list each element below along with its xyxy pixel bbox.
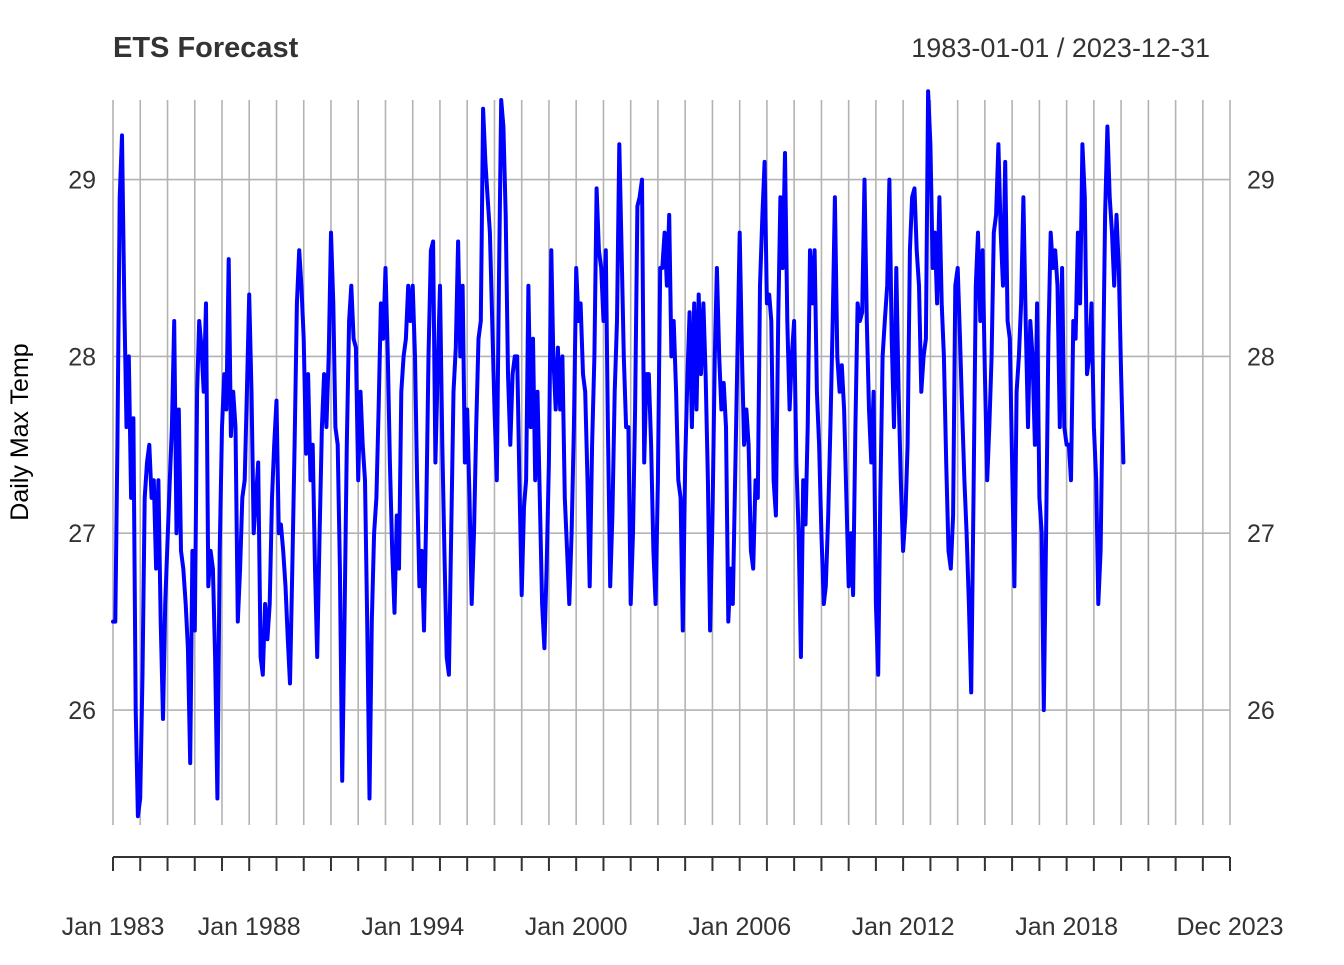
x-tick-label: Jan 2000: [525, 913, 628, 941]
x-tick-label: Jan 1994: [361, 913, 464, 941]
x-tick-label: Dec 2023: [1176, 913, 1283, 941]
y-tick-label-left: 26: [68, 697, 96, 725]
x-tick-label: Jan 2012: [852, 913, 955, 941]
x-tick-label: Jan 1983: [62, 913, 165, 941]
y-tick-label-left: 28: [68, 343, 96, 371]
y-tick-label-right: 28: [1247, 343, 1275, 371]
date-range-label: 1983-01-01 / 2023-12-31: [911, 33, 1210, 63]
y-tick-label-left: 29: [68, 167, 96, 195]
axes: 26 26 27 27 28 28 29 29 Jan 1983 Jan 1988 Jan 1994…: [62, 167, 1284, 941]
y-tick-label-right: 26: [1247, 697, 1275, 725]
x-tick-label: Jan 1988: [198, 913, 301, 941]
series-line: [111, 89, 1126, 819]
y-tick-label-right: 27: [1247, 520, 1275, 548]
series-layer: [111, 89, 1126, 819]
x-tick-label: Jan 2018: [1015, 913, 1118, 941]
x-tick-label: Jan 2006: [688, 913, 791, 941]
y-axis-title: Daily Max Temp: [6, 343, 34, 520]
y-tick-label-right: 29: [1247, 167, 1275, 195]
chart-title: ETS Forecast: [113, 32, 299, 64]
y-tick-label-left: 27: [68, 520, 96, 548]
